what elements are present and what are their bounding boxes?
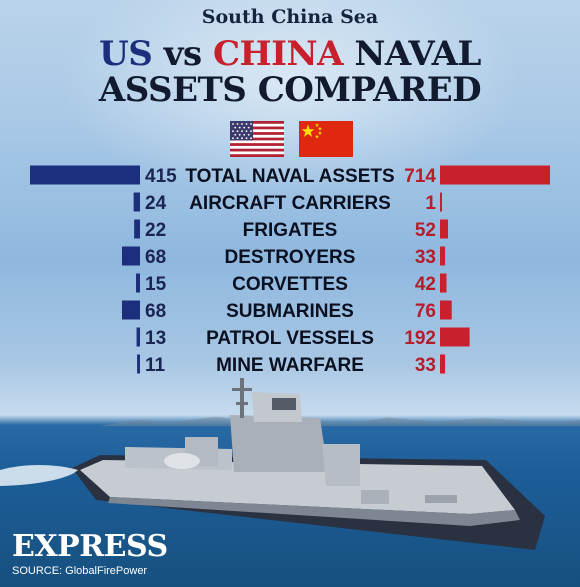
- us-value-corvettes: 15: [145, 274, 167, 295]
- us-bar-frigates: [134, 219, 140, 239]
- category-label-total-naval-assets: TOTAL NAVAL ASSETS: [185, 166, 394, 187]
- category-label-mine-warfare: MINE WARFARE: [216, 355, 364, 376]
- headline-china: CHINA: [212, 34, 344, 74]
- category-label-submarines: SUBMARINES: [226, 301, 354, 322]
- us-bar-total-naval-assets: [30, 165, 140, 185]
- kicker-title: South China Sea: [201, 6, 379, 28]
- china-bar-mine-warfare: [440, 354, 446, 374]
- us-bar-destroyers: [121, 246, 140, 266]
- us-bar-aircraft-carriers: [133, 192, 140, 212]
- china-value-mine-warfare: 33: [415, 355, 436, 376]
- china-value-corvettes: 42: [415, 274, 436, 295]
- us-value-frigates: 22: [145, 220, 166, 241]
- china-bar-patrol-vessels: [440, 327, 470, 347]
- source-note: SOURCE: GlobalFirePower: [12, 565, 148, 577]
- sky-haze: [0, 0, 580, 420]
- express-logo: EXPRESS: [12, 529, 168, 564]
- us-bar-mine-warfare: [137, 354, 140, 374]
- category-label-frigates: FRIGATES: [243, 220, 338, 241]
- headline-line-2: ASSETS COMPARED: [98, 70, 482, 110]
- us-value-total-naval-assets: 415: [145, 166, 177, 187]
- china-value-patrol-vessels: 192: [404, 328, 436, 349]
- us-value-destroyers: 68: [145, 247, 166, 268]
- china-value-frigates: 52: [415, 220, 436, 241]
- category-label-corvettes: CORVETTES: [232, 274, 348, 295]
- us-value-mine-warfare: 11: [145, 355, 166, 376]
- headline-naval: NAVAL: [354, 34, 481, 74]
- china-flag-icon: [299, 121, 353, 157]
- category-label-patrol-vessels: PATROL VESSELS: [206, 328, 374, 349]
- headline-line-1: US vs CHINA NAVAL: [0, 34, 580, 74]
- china-bar-frigates: [440, 219, 449, 239]
- us-flag-icon: [230, 121, 284, 157]
- china-value-total-naval-assets: 714: [404, 166, 436, 187]
- china-bar-aircraft-carriers: [440, 192, 442, 212]
- category-label-aircraft-carriers: AIRCRAFT CARRIERS: [189, 193, 391, 214]
- china-value-submarines: 76: [415, 301, 436, 322]
- headline-us: US: [99, 34, 153, 74]
- headline-vs: vs: [163, 34, 202, 74]
- china-bar-submarines: [440, 300, 452, 320]
- china-value-destroyers: 33: [415, 247, 436, 268]
- category-label-destroyers: DESTROYERS: [225, 247, 356, 268]
- us-value-aircraft-carriers: 24: [145, 193, 167, 214]
- us-bar-corvettes: [136, 273, 140, 293]
- us-bar-patrol-vessels: [136, 327, 140, 347]
- us-value-patrol-vessels: 13: [145, 328, 166, 349]
- us-value-submarines: 68: [145, 301, 166, 322]
- frigate-ship: [72, 378, 545, 550]
- china-bar-corvettes: [440, 273, 447, 293]
- china-bar-total-naval-assets: [440, 165, 550, 185]
- china-bar-destroyers: [440, 246, 446, 266]
- bars-layer: [30, 165, 550, 374]
- china-value-aircraft-carriers: 1: [425, 193, 436, 214]
- labels-layer: 415 TOTAL NAVAL ASSETS 714 24 AIRCRAFT CARRI…: [145, 166, 436, 376]
- us-bar-submarines: [121, 300, 140, 320]
- wake: [0, 465, 78, 486]
